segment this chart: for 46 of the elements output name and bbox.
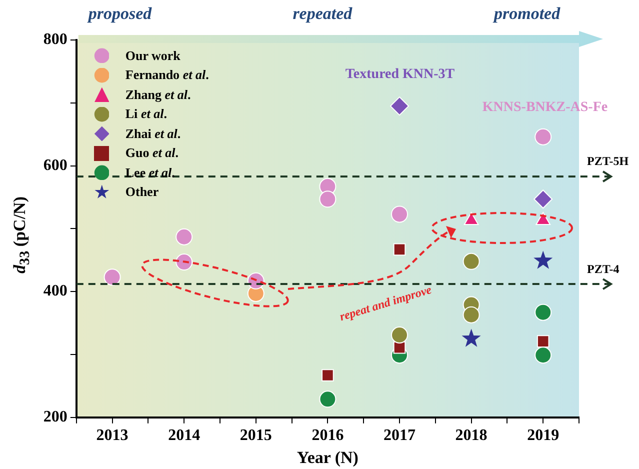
- text: promoted: [494, 4, 560, 24]
- point: [104, 268, 121, 286]
- legend-label: Guo et al.: [125, 145, 178, 162]
- point: [534, 304, 552, 321]
- annotation: repeat and improve: [338, 282, 434, 325]
- point: [390, 96, 409, 116]
- x-tick-label: 2019: [527, 427, 560, 444]
- point: [534, 250, 553, 269]
- point: [534, 346, 552, 364]
- point: [319, 390, 336, 408]
- point: [462, 306, 480, 324]
- x-tick-label: 2017: [384, 427, 416, 444]
- point: [462, 252, 480, 270]
- y-tick-label: 400: [43, 282, 68, 300]
- point: [536, 335, 550, 348]
- y-tick-label: 600: [43, 156, 68, 174]
- point: [176, 254, 193, 271]
- legend-label: Our work: [125, 48, 180, 64]
- point: [462, 328, 481, 347]
- point: [319, 190, 336, 208]
- text: proposed: [88, 4, 152, 24]
- point: [322, 369, 334, 382]
- annotation: Textured KNN-3T: [345, 67, 455, 83]
- legend-label: Zhang et al.: [125, 86, 191, 103]
- x-axis-title: Year (N): [296, 448, 358, 468]
- x-tick-label: 2018: [455, 427, 488, 444]
- point: [393, 243, 406, 256]
- x-tick-label: 2014: [168, 427, 200, 444]
- x-tick-label: 2015: [240, 427, 272, 444]
- y-tick-label: 200: [43, 408, 68, 426]
- legend-label: Zhai et al.: [125, 126, 181, 142]
- legend-label: Fernando et al.: [125, 67, 209, 84]
- ref-line-label: PZT-5H: [587, 154, 629, 170]
- x-tick-label: 2016: [312, 427, 344, 444]
- point: [534, 190, 553, 209]
- y-tick-label: 800: [43, 31, 68, 48]
- legend-label: Other: [125, 184, 159, 200]
- text: repeated: [292, 4, 352, 24]
- point: [534, 128, 552, 146]
- point: [391, 326, 408, 344]
- x-tick-label: 2013: [96, 427, 128, 444]
- point: [391, 206, 408, 223]
- annotation: KNNS-BNKZ-AS-Fe: [482, 100, 608, 116]
- legend-label: Li et al.: [125, 106, 167, 122]
- point: [176, 228, 193, 246]
- ref-line-label: PZT-4: [587, 262, 620, 278]
